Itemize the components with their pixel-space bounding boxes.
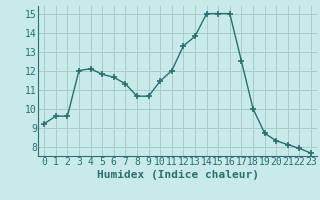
X-axis label: Humidex (Indice chaleur): Humidex (Indice chaleur) xyxy=(97,170,259,180)
